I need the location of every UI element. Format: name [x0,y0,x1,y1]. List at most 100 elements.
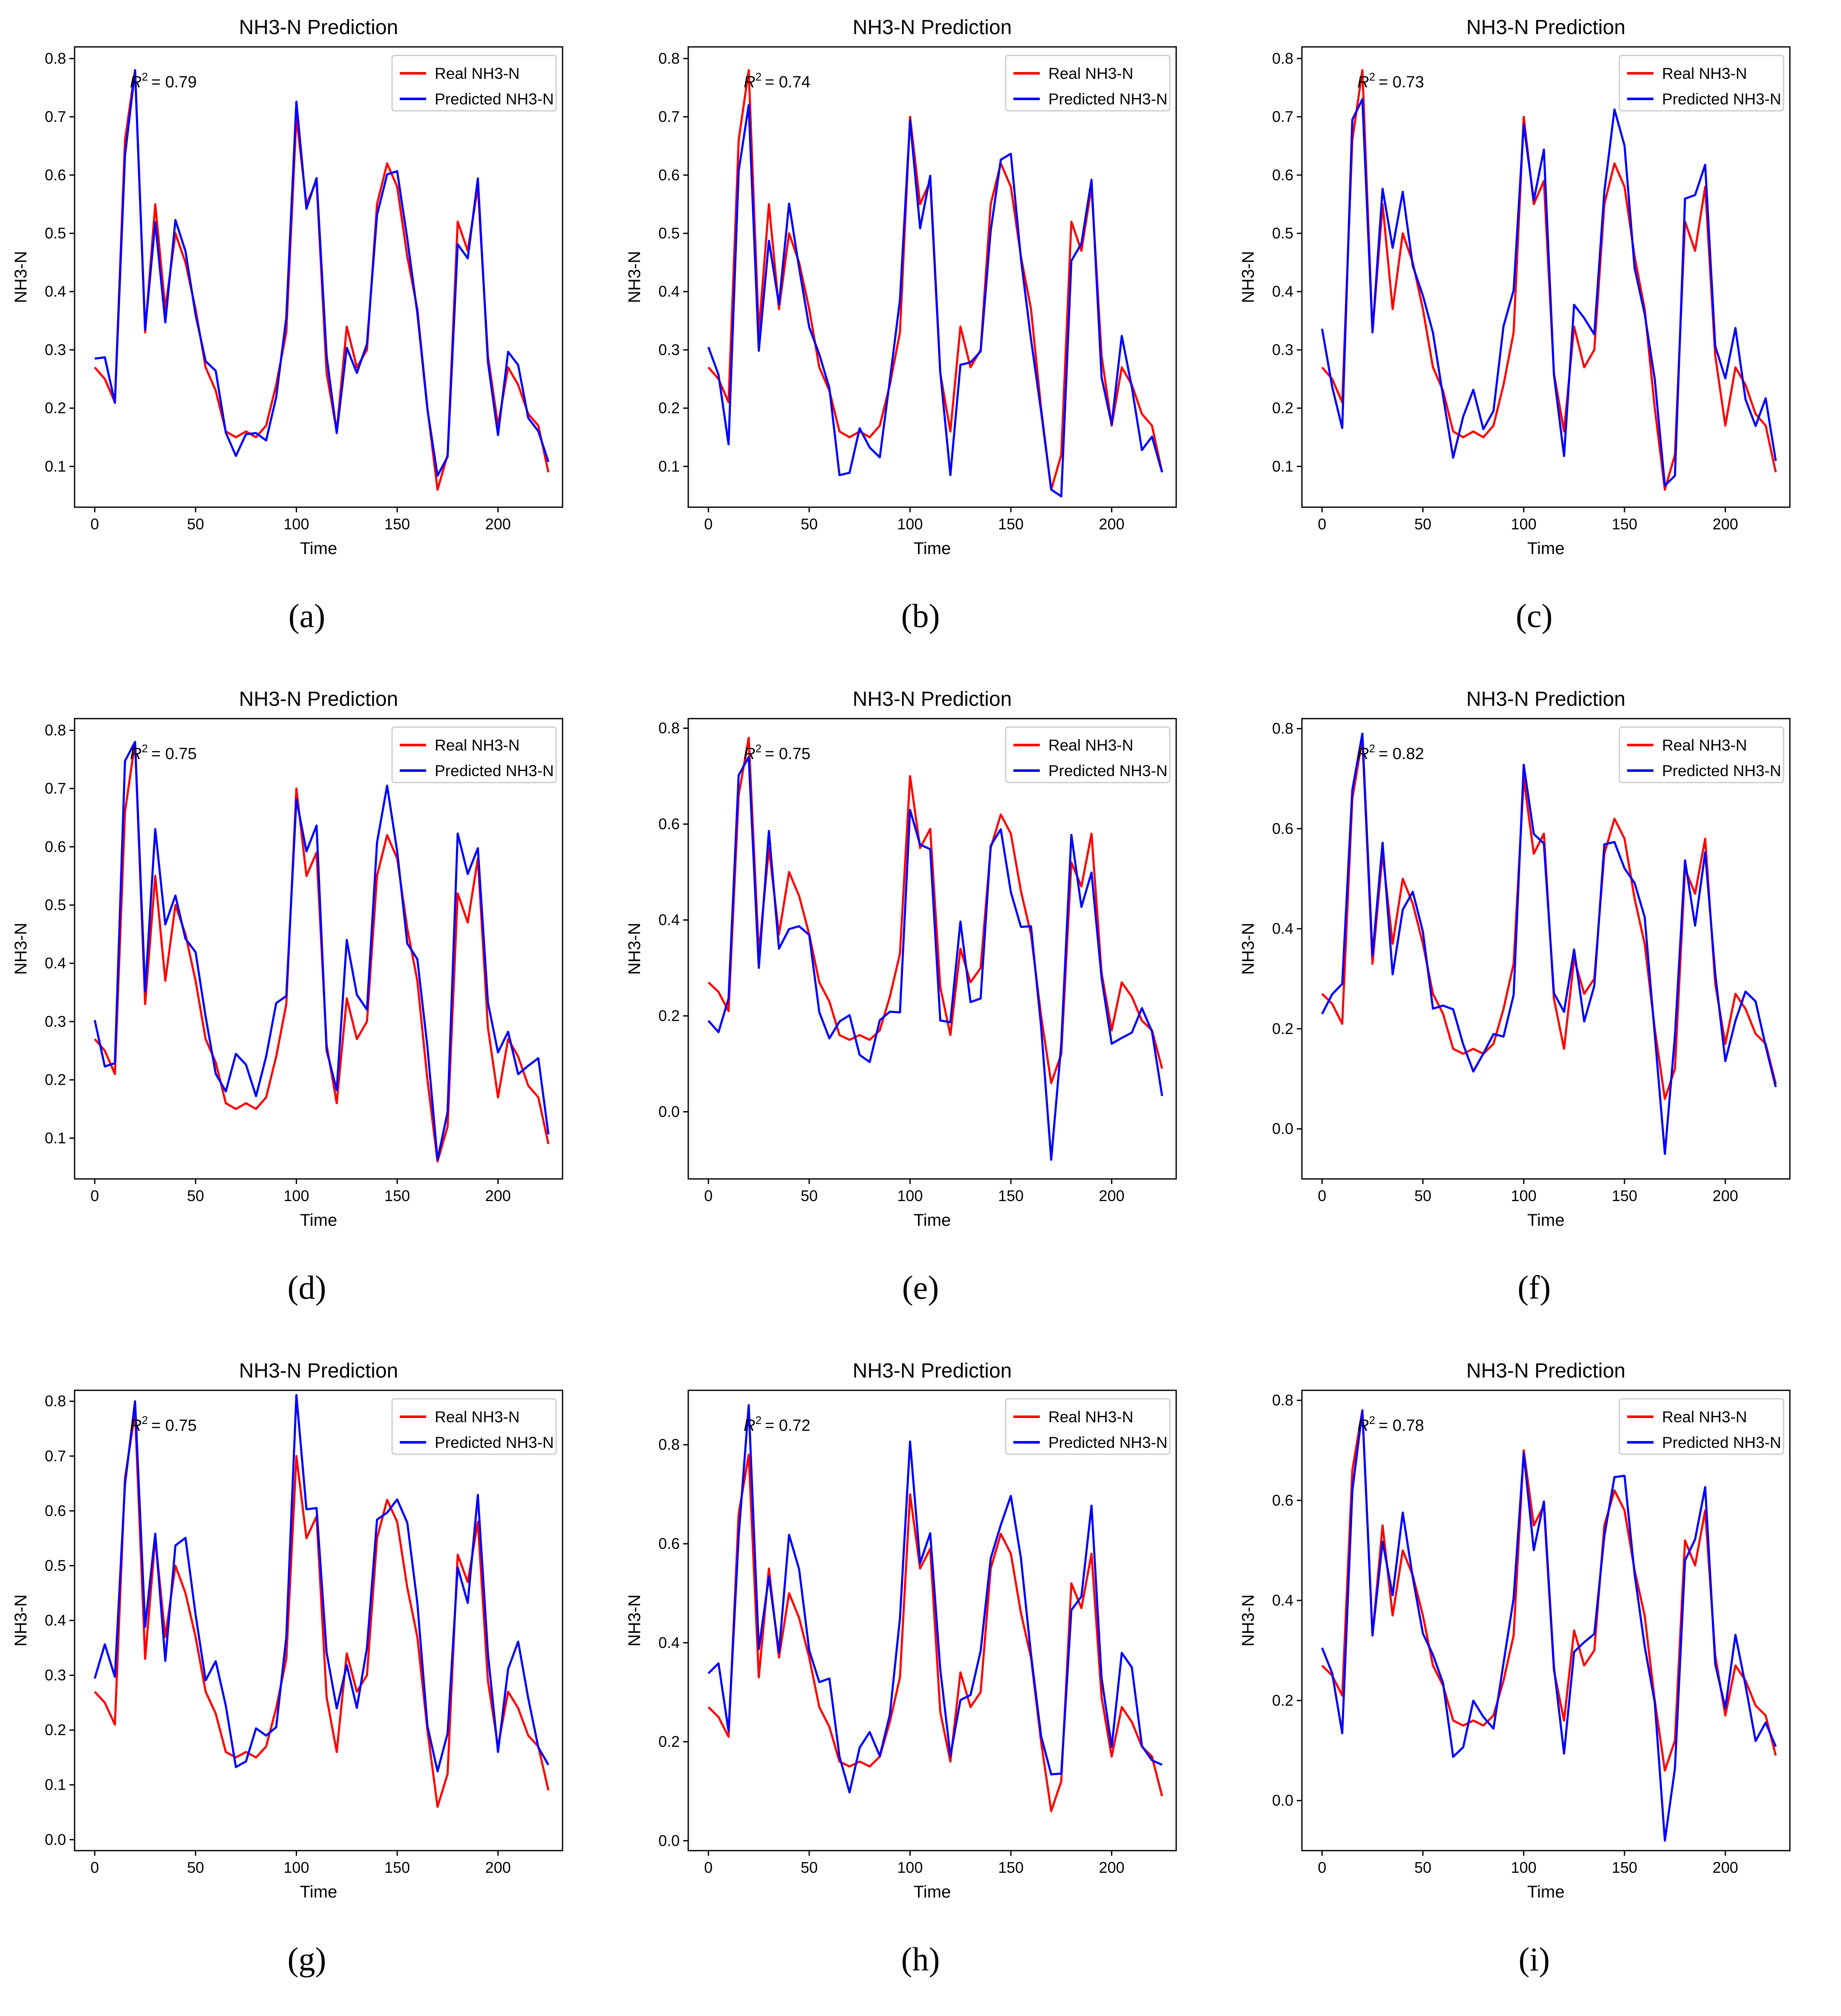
y-axis-label: NH3-N [12,1594,30,1646]
x-tick-label: 200 [1713,515,1738,533]
panel-label: (b) [901,597,940,634]
y-tick-label: 0.7 [45,1447,66,1464]
y-tick-label: 0.4 [1272,283,1293,300]
y-tick-label: 0.2 [1272,1692,1293,1709]
y-tick-label: 0.6 [45,166,66,184]
y-tick-label: 0.4 [45,283,66,300]
chart-panel: NH3-N Prediction 0.0 0.1 0.2 0.3 0.4 0.5 0.6 0.7… [0,1343,614,2015]
x-axis-label: Time [1527,539,1564,558]
y-tick-label: 0.4 [1272,920,1293,937]
y-tick-label: 0.2 [45,399,66,417]
legend-label: Predicted NH3-N [435,1434,554,1451]
chart-panel: NH3-N Prediction 0.1 0.2 0.3 0.4 0.5 0.6 0.7 0.8… [1227,0,1841,672]
legend-label: Predicted NH3-N [1048,90,1168,108]
y-tick-label: 0.8 [658,49,680,67]
y-tick-label: 0.2 [658,1007,680,1025]
x-axis-label: Time [914,1211,951,1230]
x-tick-label: 150 [384,1859,410,1876]
chart-svg: NH3-N Prediction 0.1 0.2 0.3 0.4 0.5 0.6 0.7 0.8… [625,16,1177,558]
x-tick-label: 150 [384,1187,410,1204]
x-tick-label: 100 [897,1187,923,1204]
y-tick-label: 0.2 [658,1733,680,1750]
y-axis-label: NH3-N [12,251,30,303]
y-axis-label: NH3-N [1239,1594,1258,1646]
chart-svg: NH3-N Prediction 0.1 0.2 0.3 0.4 0.5 0.6 0.7 0.8… [1239,16,1791,558]
y-tick-label: 0.2 [45,1721,66,1739]
y-tick-label: 0.8 [1272,1391,1293,1409]
y-tick-label: 0.8 [45,49,66,67]
series-predicted-line [93,1394,550,1773]
r2-annotation: R2 = 0.75 [130,1414,197,1435]
legend-label: Real NH3-N [1048,737,1133,754]
legend-label: Real NH3-N [1662,1408,1747,1426]
y-tick-label: 0.8 [45,721,66,739]
chart-panel: NH3-N Prediction 0.1 0.2 0.3 0.4 0.5 0.6 0.7 0.8… [614,0,1227,672]
y-tick-label: 0.4 [45,954,66,972]
y-tick-label: 0.1 [658,457,680,475]
y-tick-label: 0.1 [45,1129,66,1147]
legend-label: Predicted NH3-N [1662,1434,1781,1451]
x-tick-label: 50 [801,515,818,533]
chart-title: NH3-N Prediction [1466,688,1625,711]
series-predicted-line [1321,1409,1777,1842]
x-tick-label: 0 [704,1859,713,1876]
legend-box [1619,726,1784,783]
y-tick-label: 0.6 [45,838,66,855]
x-axis-label: Time [300,1211,337,1230]
x-tick-label: 50 [1414,515,1431,533]
x-tick-label: 200 [1099,1187,1125,1204]
axes-frame [687,46,1177,508]
y-tick-label: 0.8 [658,1436,680,1453]
y-tick-label: 0.6 [1272,166,1293,184]
y-tick-label: 0.7 [1272,108,1293,125]
series-real-line [707,1453,1163,1812]
legend-label: Predicted NH3-N [1048,762,1168,780]
x-axis-label: Time [914,1883,951,1901]
x-tick-label: 50 [187,515,204,533]
legend-label: Predicted NH3-N [1048,1434,1168,1451]
legend-box [1619,1398,1784,1455]
legend-box [391,55,557,112]
y-tick-label: 0.5 [45,896,66,913]
x-tick-label: 50 [187,1859,204,1876]
y-tick-label: 0.2 [658,399,680,417]
x-tick-label: 100 [897,515,923,533]
panel-label: (a) [288,597,326,634]
r2-annotation: R2 = 0.78 [1357,1414,1424,1435]
y-tick-label: 0.4 [658,1634,680,1651]
y-tick-label: 0.5 [45,224,66,242]
legend-label: Predicted NH3-N [1662,90,1781,108]
chart-svg: NH3-N Prediction 0.1 0.2 0.3 0.4 0.5 0.6 0.7 0.8… [12,688,563,1230]
series-real-line [707,737,1163,1084]
y-tick-label: 0.0 [658,1832,680,1849]
r2-annotation: R2 = 0.79 [130,70,197,91]
y-tick-label: 0.7 [45,780,66,797]
y-tick-label: 0.7 [658,108,680,125]
y-tick-label: 0.6 [658,166,680,184]
y-tick-label: 0.3 [1272,341,1293,358]
x-tick-label: 150 [1612,1859,1637,1876]
y-tick-label: 0.1 [45,457,66,475]
legend-label: Real NH3-N [1662,65,1747,82]
legend-box [1619,55,1784,112]
y-axis-label: NH3-N [12,923,30,975]
legend-label: Predicted NH3-N [435,90,554,108]
legend-box [1005,55,1171,112]
legend-label: Real NH3-N [1048,1408,1133,1426]
axes-frame [74,46,563,508]
x-tick-label: 150 [1612,1187,1637,1204]
x-tick-label: 0 [704,515,713,533]
axes-frame [1301,718,1791,1180]
x-tick-label: 200 [485,1187,511,1204]
x-tick-label: 0 [704,1187,713,1204]
x-tick-label: 50 [1414,1859,1431,1876]
y-tick-label: 0.2 [1272,1020,1293,1037]
y-tick-label: 0.0 [1272,1120,1293,1138]
y-tick-label: 0.6 [45,1502,66,1519]
x-tick-label: 50 [1414,1187,1431,1204]
series-predicted-line [707,756,1163,1161]
x-tick-label: 50 [801,1187,818,1204]
chart-title: NH3-N Prediction [239,1360,398,1382]
y-tick-label: 0.4 [45,1612,66,1629]
